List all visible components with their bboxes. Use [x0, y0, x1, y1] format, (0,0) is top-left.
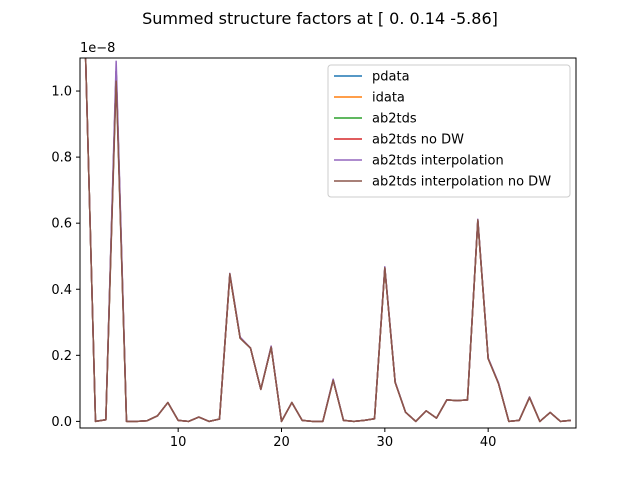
x-axis: 10 20 30 40	[170, 428, 497, 450]
legend-label: idata	[372, 91, 405, 106]
legend: pdata idata ab2tds ab2tds no DW ab2tds inter…	[327, 64, 571, 198]
x-tick-label: 10	[170, 435, 187, 450]
y-tick-label: 0.6	[51, 217, 72, 232]
legend-label: ab2tds no DW	[372, 133, 464, 148]
chart-title: Summed structure factors at [ 0. 0.14 -5…	[142, 9, 498, 28]
x-tick-label: 30	[377, 435, 394, 450]
x-tick-label: 20	[273, 435, 290, 450]
legend-label: ab2tds	[372, 112, 417, 127]
y-tick-label: 0.4	[51, 283, 72, 298]
y-scale-label: 1e−8	[80, 41, 115, 56]
y-axis: 0.0 0.2 0.4 0.6 0.8 1.0	[51, 85, 80, 430]
legend-label: pdata	[372, 70, 410, 85]
series-layer	[84, 58, 571, 423]
x-tick-label: 40	[480, 435, 497, 450]
y-tick-label: 1.0	[51, 85, 72, 100]
y-tick-label: 0.0	[51, 415, 72, 430]
series-line-5	[84, 58, 571, 423]
legend-box	[327, 64, 571, 198]
legend-label: ab2tds interpolation no DW	[372, 175, 551, 190]
plot-frame	[79, 57, 577, 429]
y-tick-label: 0.2	[51, 349, 72, 364]
legend-label: ab2tds interpolation	[372, 154, 504, 169]
y-tick-label: 0.8	[51, 151, 72, 166]
